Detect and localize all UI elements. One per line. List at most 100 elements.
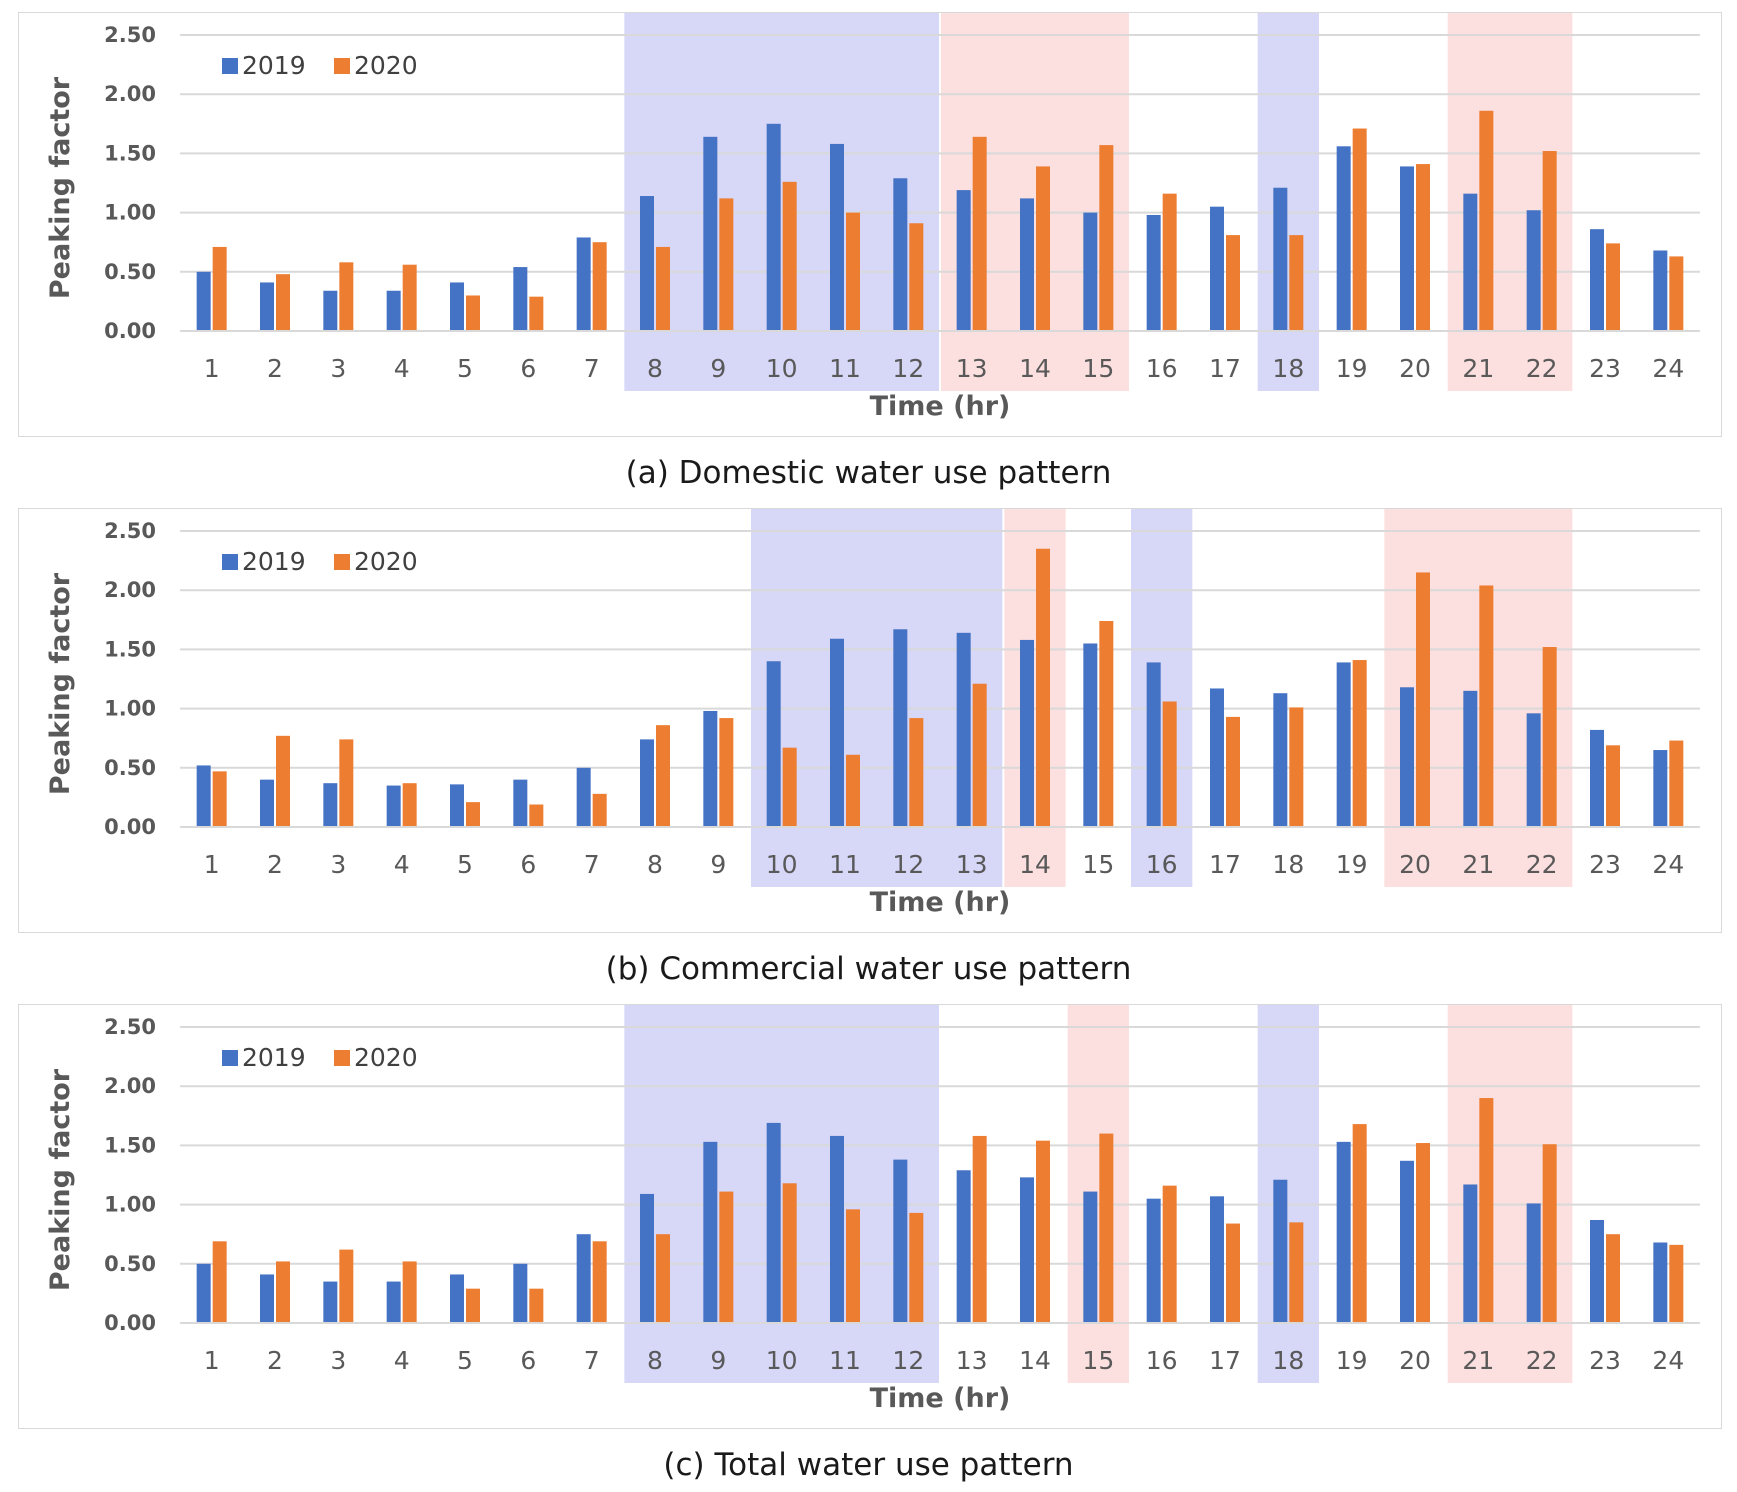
chart-commercial: 0.000.501.001.502.002.501 2 3 4 5 6 7 8 9 10 11 12 1… [45, 509, 1700, 918]
bar-2019 [260, 282, 274, 331]
x-tick-label: 20 [1399, 850, 1431, 879]
bar-2020 [529, 804, 544, 827]
y-tick-label: 1.00 [104, 1193, 156, 1217]
bar-2020 [1479, 110, 1494, 331]
bar-2019 [1083, 1191, 1098, 1323]
bar-2020 [339, 1249, 354, 1323]
x-tick-label: 2 [267, 1346, 283, 1375]
x-tick-label: 17 [1209, 850, 1241, 879]
x-tick-label: 6 [520, 354, 536, 383]
bar-2020 [1542, 151, 1557, 331]
y-tick-label: 2.00 [104, 1074, 156, 1098]
bar-2019 [640, 196, 654, 331]
highlight-band [624, 13, 939, 391]
legend: 2019 2020 [222, 1043, 418, 1072]
x-tick-label: 4 [394, 354, 410, 383]
bar-2020 [972, 136, 987, 331]
y-tick-label: 0.00 [104, 815, 156, 839]
highlight-band [1384, 509, 1573, 887]
bar-2019 [576, 237, 591, 331]
bar-2020 [1669, 256, 1684, 331]
x-tick-label: 19 [1336, 354, 1368, 383]
bar-2020 [1226, 716, 1240, 827]
y-tick-label: 1.00 [104, 697, 156, 721]
x-tick-label: 15 [1082, 850, 1114, 879]
x-tick-label: 21 [1462, 354, 1494, 383]
bar-2019 [1083, 212, 1098, 331]
x-tick-label: 11 [829, 1346, 861, 1375]
y-tick-label: 0.50 [104, 260, 156, 284]
highlight-band [1067, 1005, 1129, 1383]
bar-2020 [909, 223, 924, 331]
bar-2020 [1226, 1223, 1240, 1323]
bar-2019 [513, 267, 528, 331]
bar-2020 [1036, 166, 1050, 331]
bar-2020 [212, 246, 227, 331]
legend: 2019 2020 [222, 51, 418, 80]
bar-2019 [1020, 198, 1034, 331]
chart-panel-domestic: 0.00 0.50 1.00 1.50 2.00 2.50 1 2 3 4 5 6 7 8 9 10 11 12 1… [18, 12, 1722, 437]
legend-swatch-2019 [222, 58, 238, 74]
bar-2019 [513, 1263, 528, 1323]
bar-2020 [1226, 235, 1240, 331]
x-tick-label: 19 [1336, 1346, 1368, 1375]
bar-2019 [260, 1274, 274, 1323]
bar-2019 [450, 282, 464, 331]
x-tick-label: 21 [1462, 850, 1494, 879]
bar-2020 [1416, 1143, 1430, 1323]
highlight-band [1131, 509, 1193, 887]
caption-commercial: (b) Commercial water use pattern [605, 951, 1132, 987]
bar-2019 [1653, 250, 1668, 331]
bar-2019 [1653, 750, 1668, 827]
bar-2019 [513, 779, 528, 827]
bar-2019 [1590, 229, 1604, 331]
bar-2020 [1099, 1133, 1114, 1323]
legend-label-2020: 2020 [354, 51, 418, 80]
highlight-band [941, 13, 1129, 391]
bar-2020 [1606, 243, 1620, 331]
bar-2020 [1352, 1124, 1367, 1323]
x-axis-title: Time (hr) [870, 1383, 1011, 1414]
bar-2020 [1606, 745, 1620, 827]
bar-2019 [703, 1141, 718, 1323]
legend-label-2019: 2019 [242, 547, 306, 576]
x-tick-label: 19 [1336, 850, 1368, 879]
y-axis-title: Peaking factor [45, 76, 76, 299]
x-axis-title: Time (hr) [870, 887, 1011, 918]
bar-2019 [703, 136, 718, 331]
y-tick-label: 2.50 [104, 1015, 156, 1039]
caption-total: (c) Total water use pattern [663, 1447, 1074, 1483]
bar-2019 [703, 710, 718, 827]
x-tick-label: 20 [1399, 354, 1431, 383]
x-tick-label: 7 [584, 1346, 600, 1375]
bar-2020 [592, 793, 607, 827]
legend-label-2019: 2019 [242, 51, 306, 80]
bar-2020 [1352, 128, 1367, 331]
bar-2019 [386, 1281, 401, 1323]
x-tick-label: 14 [1019, 354, 1051, 383]
bar-2020 [1352, 660, 1367, 827]
bar-2020 [846, 212, 860, 331]
x-tick-label: 3 [330, 354, 346, 383]
x-tick-label: 24 [1652, 354, 1684, 383]
x-tick-label: 5 [457, 1346, 473, 1375]
bar-2019 [1210, 688, 1224, 827]
highlight-band [1004, 509, 1066, 887]
bar-2019 [1146, 662, 1161, 827]
x-tick-label: 2 [267, 850, 283, 879]
bar-2019 [1336, 662, 1351, 827]
bar-2019 [1463, 690, 1478, 827]
highlight-band [624, 1005, 939, 1383]
x-tick-label: 11 [829, 850, 861, 879]
bar-2019 [1273, 693, 1288, 827]
chart-panel-total: 0.00 0.50 1.00 1.50 2.00 2.50 1 2 3 4 5 6 7 8 9 10 11 12 1… [18, 1004, 1722, 1429]
bar-2020 [402, 1261, 417, 1323]
bar-2020 [276, 1261, 290, 1323]
bar-2019 [956, 1170, 971, 1323]
bar-2019 [766, 1122, 781, 1323]
x-tick-label: 1 [204, 354, 220, 383]
bar-2019 [576, 767, 591, 827]
bar-2019 [1020, 639, 1034, 827]
bar-2020 [529, 296, 544, 331]
bar-2020 [339, 262, 354, 331]
